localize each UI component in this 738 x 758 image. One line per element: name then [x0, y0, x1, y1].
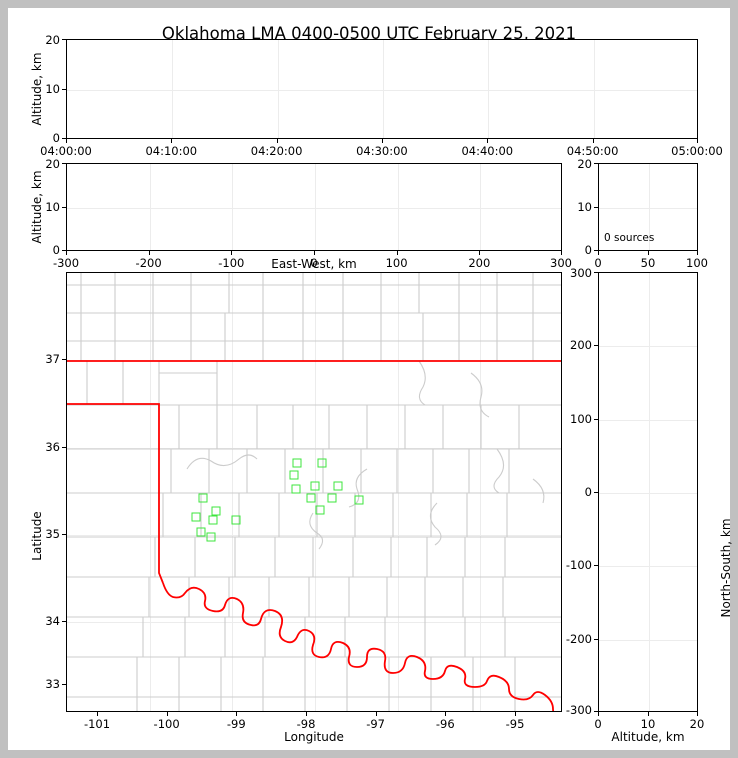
tick-label: 100 — [686, 256, 708, 270]
source-count-annotation: 0 sources — [604, 232, 655, 244]
tick-label: -300 — [565, 703, 592, 717]
tick-label: 100 — [570, 411, 592, 426]
tick-label: 0 — [594, 717, 602, 731]
map-xlabel: Longitude — [284, 730, 344, 744]
tick-label: 36 — [45, 439, 60, 454]
tick-label: 20 — [45, 33, 60, 47]
map-ylabel: Latitude — [30, 511, 44, 561]
tick-label: 34 — [45, 613, 60, 628]
time-height-ylabel: Altitude, km — [30, 52, 44, 126]
tick-label: 04:30:00 — [356, 144, 408, 158]
altitude-histogram-panel[interactable]: 0 sources — [598, 163, 698, 251]
north-south-ylabel: North-South, km — [719, 518, 733, 618]
tick-label: -95 — [505, 717, 525, 731]
tick-label: 0 — [594, 256, 602, 270]
tick-label: -101 — [83, 717, 111, 731]
county-boundaries — [67, 273, 561, 711]
tick-label: 04:50:00 — [566, 144, 619, 158]
tick-label: 33 — [45, 677, 60, 691]
tick-label: 0 — [52, 131, 60, 145]
lma-station-marker — [198, 493, 208, 503]
lma-station-marker — [354, 495, 364, 505]
tick-label: 04:00:00 — [40, 144, 92, 158]
tick-label: 0 — [52, 243, 60, 257]
lma-station-marker — [292, 458, 302, 468]
lma-station-marker — [333, 481, 343, 491]
lma-station-marker — [196, 527, 206, 537]
east-west-height-panel[interactable] — [66, 163, 562, 251]
map-geography — [67, 273, 561, 711]
east-west-xlabel: East-West, km — [271, 257, 357, 271]
tick-label: 200 — [570, 338, 592, 353]
tick-label: -300 — [52, 256, 80, 270]
tick-label: 37 — [45, 352, 60, 367]
tick-label: 20 — [45, 157, 60, 171]
tick-label: 20 — [689, 717, 705, 731]
tick-label: 200 — [468, 256, 491, 270]
north-south-height-panel[interactable] — [598, 272, 698, 712]
tick-label: 04:10:00 — [145, 144, 198, 158]
tick-label: 0 — [310, 256, 318, 270]
tick-label: 20 — [577, 157, 592, 171]
tick-label: 10 — [45, 200, 60, 214]
lma-station-marker — [191, 512, 201, 522]
lma-station-marker — [315, 505, 325, 515]
lma-station-marker — [289, 470, 299, 480]
tick-label: 04:40:00 — [461, 144, 514, 158]
oklahoma-state-border — [67, 360, 561, 711]
tick-label: 0 — [584, 243, 592, 257]
tick-label: 35 — [45, 526, 60, 541]
figure-title: Oklahoma LMA 0400-0500 UTC February 25, … — [161, 24, 577, 43]
lma-station-marker — [327, 493, 337, 503]
tick-label: -98 — [296, 717, 316, 731]
figure-canvas: Oklahoma LMA 0400-0500 UTC February 25, … — [8, 8, 733, 750]
tick-label: 50 — [640, 256, 656, 270]
north-south-xlabel: Altitude, km — [611, 730, 685, 744]
tick-label: 04:20:00 — [250, 144, 303, 158]
lma-station-marker — [317, 458, 327, 468]
plan-view-map-panel[interactable] — [66, 272, 562, 712]
lma-station-marker — [306, 493, 316, 503]
tick-label: 10 — [640, 717, 656, 731]
tick-label: 100 — [385, 256, 408, 270]
tick-label: -96 — [435, 717, 455, 731]
tick-label: -97 — [366, 717, 385, 731]
east-west-height-ylabel: Altitude, km — [30, 170, 44, 244]
tick-label: 05:00:00 — [671, 144, 723, 158]
tick-label: 10 — [45, 82, 60, 96]
lma-station-marker — [231, 515, 241, 525]
tick-label: 10 — [577, 200, 592, 214]
tick-label: -99 — [226, 717, 246, 731]
tick-label: 300 — [570, 266, 592, 280]
lma-station-marker — [310, 481, 320, 491]
time-height-panel[interactable] — [66, 39, 698, 139]
tick-label: -100 — [153, 717, 180, 731]
tick-label: -100 — [565, 558, 592, 573]
lma-station-marker — [291, 484, 301, 494]
lma-station-marker — [208, 515, 218, 525]
tick-label: -100 — [218, 256, 245, 270]
tick-label: 300 — [550, 256, 572, 270]
tick-label: 0 — [584, 485, 592, 499]
lma-station-marker — [211, 506, 221, 516]
tick-label: -200 — [565, 631, 592, 646]
lma-station-marker — [206, 532, 216, 542]
tick-label: -200 — [135, 256, 162, 270]
